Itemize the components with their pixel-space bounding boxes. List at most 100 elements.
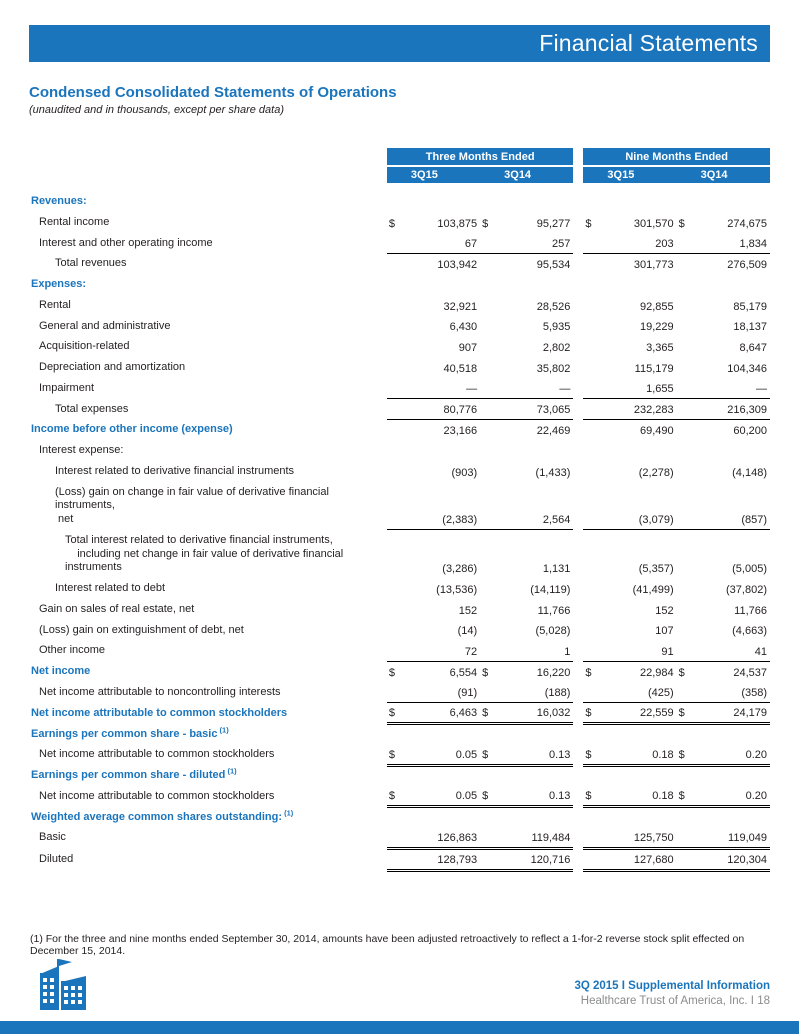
column-gap: [573, 661, 584, 682]
dollar-cell: [676, 827, 693, 850]
table-row: Basic 126,863 119,484 125,750 119,049: [29, 827, 770, 850]
row-label: Total revenues: [55, 257, 127, 270]
table-row: Impairment — — 1,655 —: [29, 377, 770, 399]
dollar-cell: [677, 419, 693, 440]
dollar-cell: $: [678, 217, 685, 230]
column-gap: [573, 481, 584, 530]
dollar-cell: [386, 481, 403, 531]
banner-title: Financial Statements: [539, 30, 758, 56]
value-cell: [599, 440, 676, 461]
column-gap: [573, 578, 584, 599]
value-cell: [403, 724, 480, 745]
value-cell: 107: [655, 625, 674, 638]
value-cell: [403, 183, 480, 212]
value-cell: (903): [451, 466, 478, 479]
dollar-cell: [677, 357, 693, 378]
row-label: Weighted average common shares outstandi…: [31, 807, 294, 823]
column-gap: [573, 211, 584, 233]
col-group-three-months: Three Months Ended: [386, 148, 574, 167]
row-label: Earnings per common share - diluted (1): [31, 766, 237, 781]
value-cell: (5,005): [732, 563, 767, 575]
header-blank-cell: [29, 166, 387, 183]
column-gap: [573, 336, 584, 357]
value-cell: 907: [458, 342, 478, 354]
value-cell: [496, 274, 573, 295]
table-row: Acquisition-related 907 2,802 3,365 8,647: [29, 336, 770, 357]
value-cell: [403, 274, 480, 295]
row-label: Interest related to derivative financial…: [55, 464, 295, 477]
footnote: (1) For the three and nine months ended …: [30, 933, 745, 957]
table-row: General and administrative 6,430 5,935 19,2…: [29, 315, 770, 337]
dollar-cell: [583, 578, 599, 599]
bottom-bar: [0, 1021, 799, 1034]
value-cell: 24,179: [692, 702, 770, 725]
col-header-3q14-nine-months: 3Q14: [676, 166, 770, 183]
value-cell: 22,559: [599, 702, 677, 725]
value-cell: 19,229: [639, 321, 674, 334]
value-cell: [496, 440, 573, 461]
dollar-cell: $: [386, 785, 403, 808]
value-cell: 1: [496, 640, 574, 662]
dollar-cell: [583, 640, 600, 662]
value-cell: (3,079): [599, 481, 677, 531]
dollar-cell: [583, 599, 599, 620]
dollar-cell: $: [676, 785, 693, 808]
value-cell: 257: [496, 232, 574, 254]
value-cell: (3,286): [442, 563, 478, 575]
dollar-cell: [583, 724, 599, 745]
value-cell: 120,304: [692, 848, 770, 872]
dollar-cell: [480, 232, 497, 254]
value-cell: 16,220: [536, 666, 571, 679]
page-footer: 3Q 2015 I Supplemental Information Healt…: [34, 958, 770, 1010]
dollar-cell: [677, 578, 693, 599]
value-cell: [599, 274, 676, 295]
dollar-cell: [387, 578, 403, 599]
value-cell: 40,518: [443, 362, 478, 375]
row-label: Other income: [39, 644, 106, 657]
col-group-nine-months: Nine Months Ended: [583, 148, 770, 167]
dollar-cell: $: [388, 217, 396, 230]
value-cell: [496, 765, 573, 786]
value-cell: 301,570: [633, 217, 674, 230]
value-cell: 69,490: [639, 425, 674, 437]
dollar-cell: [387, 530, 403, 578]
dollar-cell: [583, 183, 599, 212]
dollar-cell: [677, 295, 693, 316]
dollar-cell: [583, 461, 599, 482]
row-label: Total expenses: [55, 402, 129, 415]
value-cell: (4,148): [732, 466, 767, 479]
dollar-cell: [386, 848, 403, 872]
row-label: Net income attributable to common stockh…: [39, 748, 275, 761]
dollar-cell: [583, 253, 599, 274]
row-label: General and administrative: [39, 319, 171, 332]
row-label: Acquisition-related: [39, 340, 130, 353]
value-cell: 95,534: [536, 259, 571, 271]
dollar-cell: [480, 183, 496, 212]
table-row: Interest related to derivative financial…: [29, 460, 770, 482]
column-gap: [573, 315, 584, 337]
value-cell: [403, 440, 480, 461]
row-label: Income before other income (expense): [31, 423, 233, 436]
column-gap: [573, 681, 584, 703]
dollar-cell: $: [386, 744, 403, 767]
column-gap: [573, 619, 584, 641]
value-cell: 16,032: [496, 702, 574, 725]
table-row: Other income 72 1 91 41: [29, 640, 770, 662]
value-cell: 24,537: [733, 666, 767, 679]
value-cell: —: [692, 377, 770, 399]
col-header-3q15-three-months: 3Q15: [386, 166, 481, 183]
column-gap: [573, 806, 584, 828]
table-subheader-row: 3Q15 3Q14 3Q15 3Q14: [29, 166, 770, 183]
dollar-cell: [583, 316, 599, 337]
row-label: Rental income: [39, 215, 110, 228]
value-cell: (91): [402, 681, 481, 703]
value-cell: (37,802): [726, 583, 767, 596]
dollar-cell: $: [480, 785, 497, 808]
dollar-cell: [676, 398, 693, 420]
value-cell: 0.13: [496, 744, 574, 767]
dollar-cell: [387, 620, 403, 641]
value-cell: 0.05: [402, 785, 481, 808]
dollar-cell: $: [583, 744, 600, 767]
value-cell: 23,166: [443, 425, 478, 437]
row-label: Expenses:: [31, 278, 87, 290]
